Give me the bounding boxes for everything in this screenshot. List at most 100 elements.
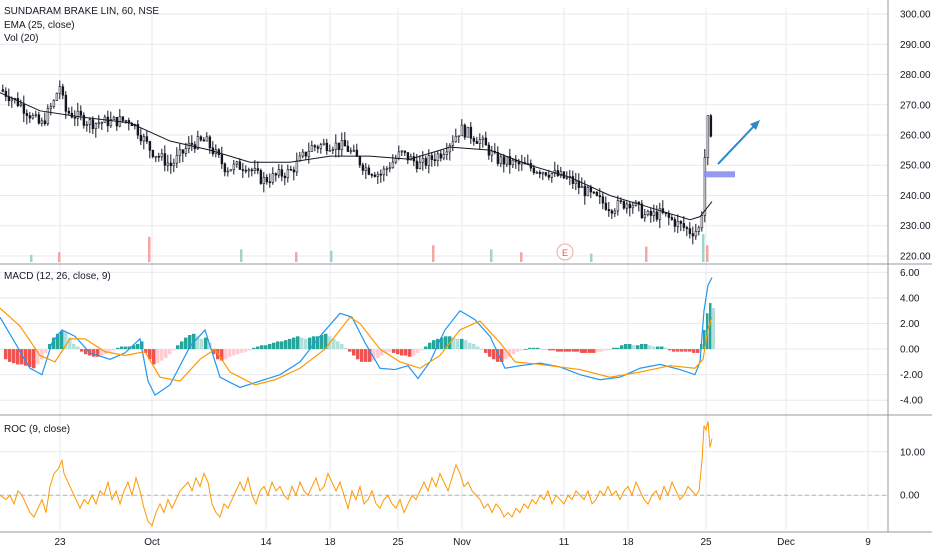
candle [679,220,683,232]
candle-body [55,92,59,101]
candle-body [100,122,104,124]
candle [670,214,674,221]
candle-body [667,213,671,218]
candle [187,136,191,154]
candle-body [67,111,71,114]
macd-histogram-bar [60,331,64,350]
macd-histogram-bar [548,349,556,351]
x-axis-label: 18 [622,537,634,548]
macd-histogram-bar [136,343,140,350]
macd-signal-line [0,307,713,386]
candle [226,167,230,177]
candle-body [346,145,350,152]
candle [682,216,686,232]
candle-body [361,164,365,171]
volume-bar [148,236,151,262]
candle-body [382,168,386,176]
macd-histogram-bar [648,345,652,350]
candle [346,140,350,153]
macd-histogram-bar [240,349,244,353]
macd-pane[interactable] [0,277,715,396]
candle [574,172,578,191]
macd-histogram-bar [260,345,264,350]
candle-body [643,214,647,219]
candle-body [295,160,299,173]
macd-histogram-bar [540,349,548,350]
macd-histogram-bar [512,349,516,355]
macd-histogram-bar [40,349,44,360]
macd-histogram-bar [684,349,688,352]
candle [421,151,425,171]
roc-pane[interactable] [0,421,888,527]
candle [310,140,314,152]
candle-body [559,171,563,176]
candle [586,184,590,197]
price-axis-label: 220.00 [900,251,931,262]
candle-body [172,162,176,167]
candle-body [478,139,482,144]
macd-histogram-bar [468,342,472,350]
candle [637,201,641,212]
candle-body [379,173,383,176]
macd-histogram-bar [360,349,364,362]
roc-axis-label: 10.00 [900,447,925,458]
candle-body [145,136,149,142]
x-axis-label: 11 [559,537,570,548]
macd-histogram-bar [180,341,184,350]
candle [142,133,146,150]
macd-histogram-bar [396,349,400,355]
macd-histogram-bar [316,336,320,350]
candle-body [631,204,635,209]
candle [550,172,554,183]
macd-histogram-bar [532,347,536,350]
candle-body [391,161,395,169]
candle-body [466,126,470,138]
macd-histogram-bar [184,337,188,350]
candle-body [388,167,392,170]
price-axis-label: 240.00 [900,191,931,202]
candle [97,114,101,129]
macd-histogram-bar [84,349,88,355]
macd-histogram-bar [516,349,520,352]
candle [502,153,506,173]
candle-body [265,177,269,183]
candle-body [403,150,407,153]
candle-body [343,140,347,147]
candle-body [439,153,443,159]
candle-body [673,219,677,227]
candle [601,191,605,210]
candle [688,222,692,239]
candle [361,162,365,175]
macd-histogram-bar [172,349,176,351]
candle-body [706,115,710,158]
macd-histogram-bar [464,340,468,350]
macd-histogram-bar [424,346,428,350]
candle [676,214,680,234]
candle-body [49,106,53,109]
candle [343,132,347,147]
candle-body [481,137,485,140]
candle [151,149,155,159]
price-pane[interactable]: E [0,80,760,262]
candle-body [709,115,713,137]
candle [106,110,110,133]
candle-body [325,142,329,152]
candle-body [460,124,464,137]
candle [685,225,689,237]
candle [556,164,560,177]
x-axis-label: 9 [865,537,871,548]
macd-histogram-bar [320,335,324,350]
macd-histogram-bar [668,349,672,351]
macd-histogram-bar [588,349,596,353]
candle [247,167,251,178]
candle [181,149,185,163]
candle-body [469,126,473,139]
candle [616,195,620,216]
macd-histogram-bar [36,349,40,365]
macd-histogram-bar [376,349,380,359]
candle [205,132,209,142]
candle [76,102,80,127]
candle [232,159,236,175]
